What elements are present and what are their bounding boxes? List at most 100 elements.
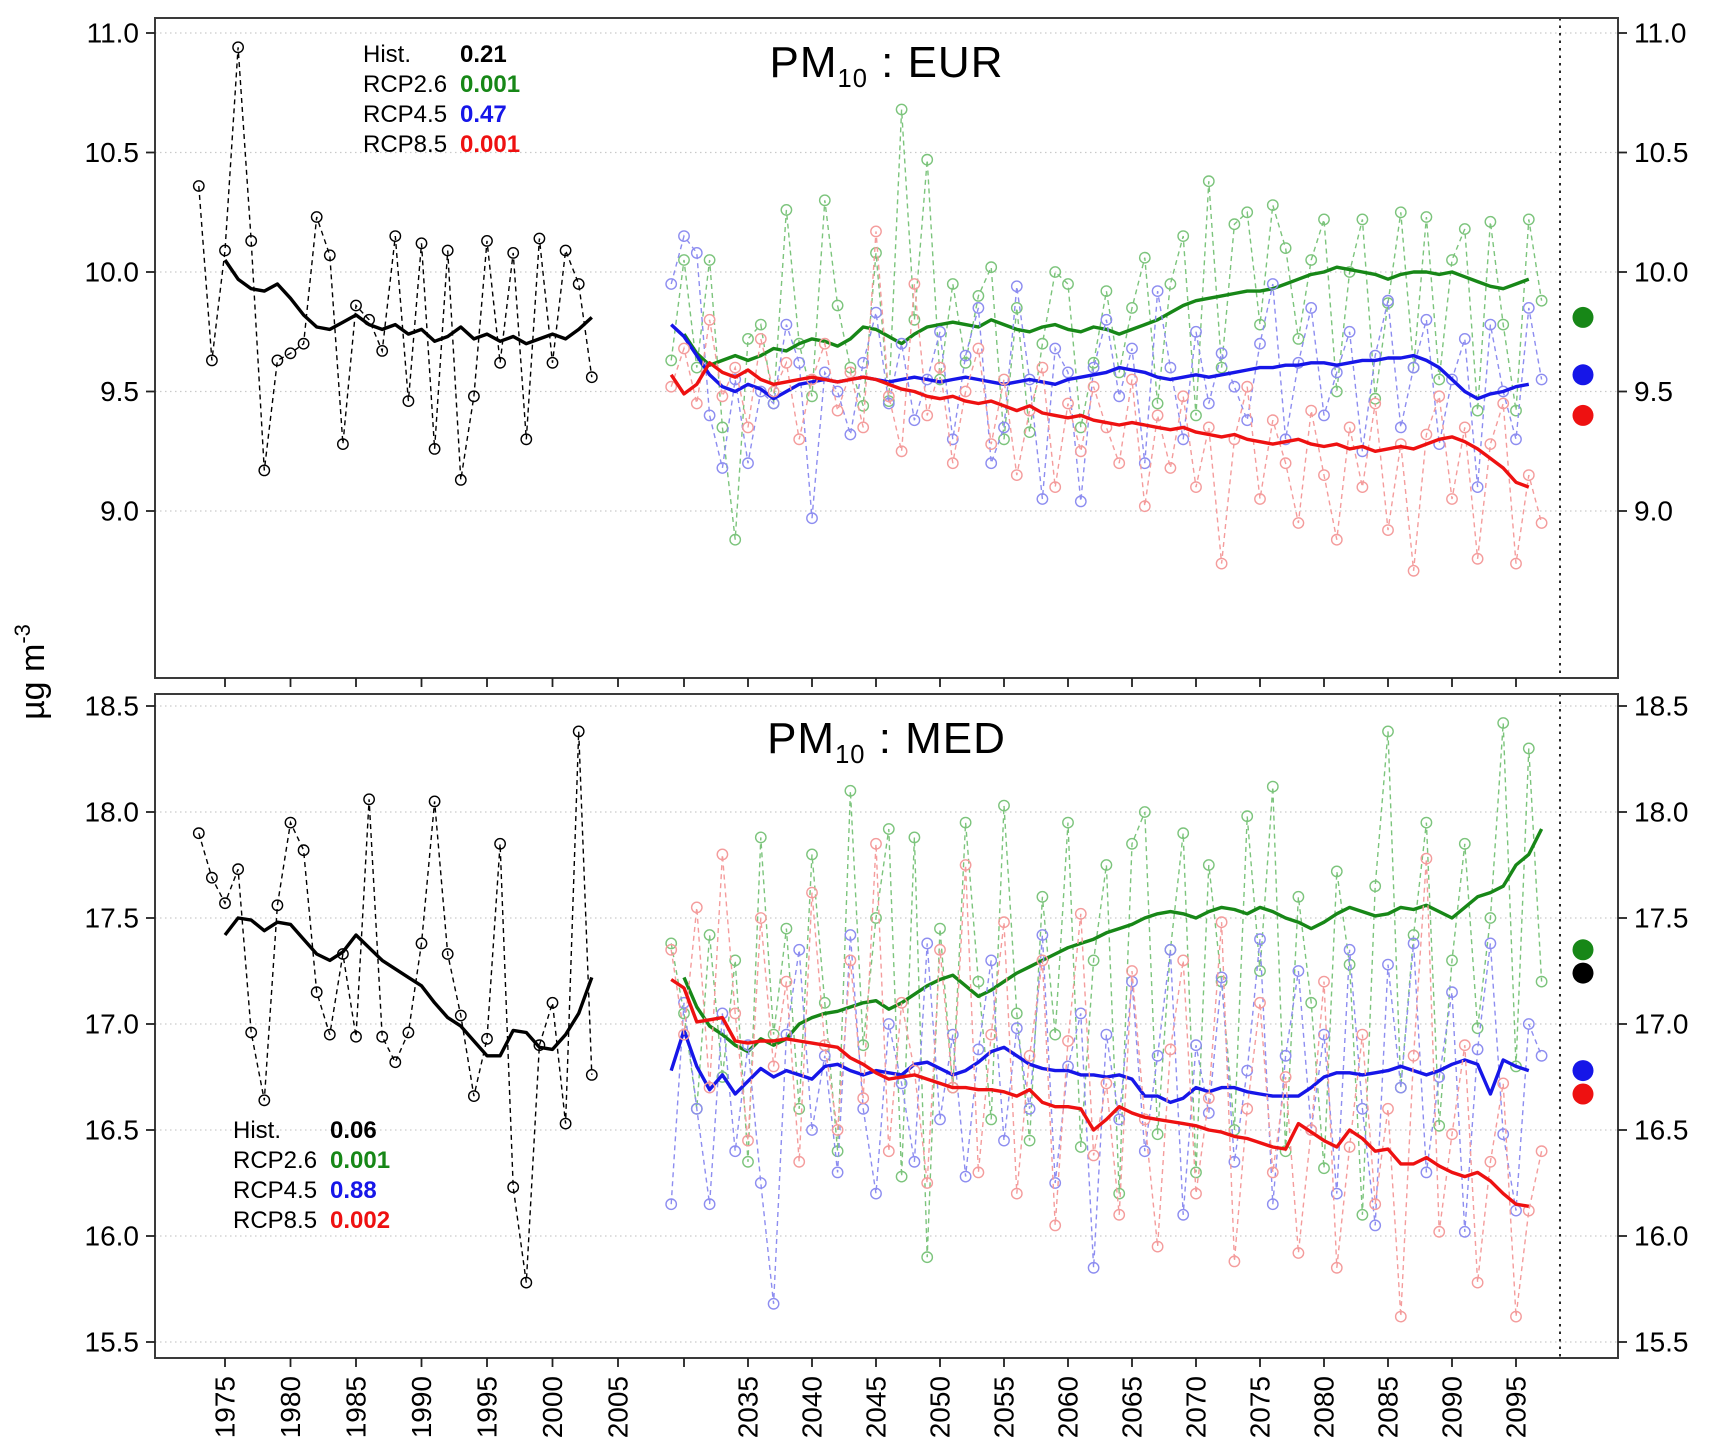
legend-pvalue: 0.21: [460, 41, 507, 68]
x-tick-label: 2090: [1437, 1376, 1468, 1438]
data-point: [1254, 933, 1266, 946]
data-point: [284, 816, 297, 829]
data-point: [1330, 1187, 1343, 1200]
data-point: [793, 1155, 806, 1168]
data-point: [1458, 1225, 1471, 1238]
data-point: [972, 301, 985, 314]
data-point: [1241, 206, 1254, 219]
data-point: [780, 318, 793, 331]
data-point: [985, 457, 998, 470]
data-point: [870, 225, 882, 238]
data-point: [1202, 859, 1215, 871]
data-point: [1010, 1187, 1023, 1200]
data-point: [1215, 557, 1228, 570]
series-historical-annual: [192, 41, 598, 486]
data-point: [1484, 215, 1497, 228]
data-point: [1062, 366, 1074, 379]
data-point: [1151, 285, 1164, 297]
data-point: [1497, 717, 1510, 729]
data-point: [245, 234, 258, 247]
legend-row-rcp85: RCP8.5 0.001: [363, 130, 520, 160]
data-point: [1010, 469, 1023, 481]
data-point: [806, 1124, 818, 1136]
series-line: [223, 916, 594, 1058]
data-point: [1228, 380, 1241, 393]
data-point: [1215, 916, 1228, 929]
data-point: [1446, 254, 1458, 266]
data-point: [428, 442, 441, 455]
data-point: [1023, 1134, 1036, 1147]
data-point: [1382, 294, 1394, 307]
data-point: [1100, 1077, 1113, 1090]
data-point: [1254, 493, 1266, 505]
data-point: [1318, 469, 1330, 481]
x-tick-label: 2085: [1373, 1376, 1404, 1438]
data-point: [806, 848, 818, 861]
data-point: [1433, 1225, 1446, 1238]
data-point: [1420, 1166, 1433, 1179]
y-tick-label-right: 9.5: [1634, 376, 1673, 407]
data-point: [1215, 361, 1228, 374]
data-point: [895, 1170, 908, 1183]
data-point: [1138, 251, 1151, 264]
data-point: [678, 230, 690, 243]
data-point: [754, 318, 767, 331]
series-rcp2-6-smoothed: [682, 828, 1544, 1054]
data-point: [1138, 1145, 1151, 1158]
data-point: [1510, 433, 1522, 446]
data-point: [1497, 318, 1510, 331]
legend-row-hist: Hist. 0.06: [233, 1116, 390, 1146]
data-point: [219, 897, 231, 910]
data-point: [1446, 493, 1458, 505]
data-point: [882, 1018, 895, 1030]
data-point: [1036, 890, 1049, 903]
data-point: [1036, 361, 1049, 374]
data-point: [1049, 266, 1062, 278]
data-point: [546, 996, 559, 1009]
data-point: [908, 414, 921, 427]
data-point: [959, 356, 972, 369]
data-point: [729, 361, 742, 374]
data-point: [844, 428, 857, 441]
legend-label: RCP4.5: [363, 101, 448, 128]
data-point: [1254, 337, 1266, 350]
data-point: [1228, 218, 1241, 231]
data-point: [1420, 313, 1433, 326]
data-point: [1382, 524, 1394, 536]
data-point: [1254, 318, 1266, 331]
data-point: [1074, 445, 1087, 458]
data-point: [1113, 457, 1126, 470]
data-point: [716, 462, 729, 474]
data-point: [1330, 1261, 1343, 1274]
series-rcp8-5-smoothed: [670, 978, 1530, 1208]
series-line: [682, 265, 1530, 367]
data-point: [882, 823, 895, 835]
data-point: [1049, 342, 1062, 355]
legend-row-hist: Hist. 0.21: [363, 40, 520, 70]
series-line: [198, 731, 593, 1283]
data-point: [831, 1124, 844, 1136]
data-point: [1177, 1208, 1190, 1221]
data-point: [1074, 495, 1087, 508]
data-point: [742, 332, 754, 345]
series-line: [669, 1028, 1530, 1105]
x-tick-label: 1975: [210, 1376, 241, 1438]
data-point: [716, 390, 729, 403]
data-point: [245, 1026, 258, 1039]
data-point: [806, 512, 818, 525]
data-point: [1446, 954, 1458, 967]
data-point: [1535, 373, 1548, 386]
title-region: : MED: [865, 714, 1006, 763]
data-point: [972, 289, 985, 302]
legend-pvalue: 0.001: [330, 1147, 391, 1174]
data-point: [690, 361, 703, 374]
data-point: [998, 916, 1010, 929]
data-point: [1305, 301, 1318, 314]
data-point: [754, 831, 767, 844]
data-point: [1471, 404, 1484, 417]
legend-pvalue: 0.002: [330, 1207, 391, 1234]
data-point: [1497, 397, 1510, 410]
data-point: [1382, 725, 1394, 738]
series-line: [670, 934, 1543, 1304]
data-point: [284, 347, 297, 360]
